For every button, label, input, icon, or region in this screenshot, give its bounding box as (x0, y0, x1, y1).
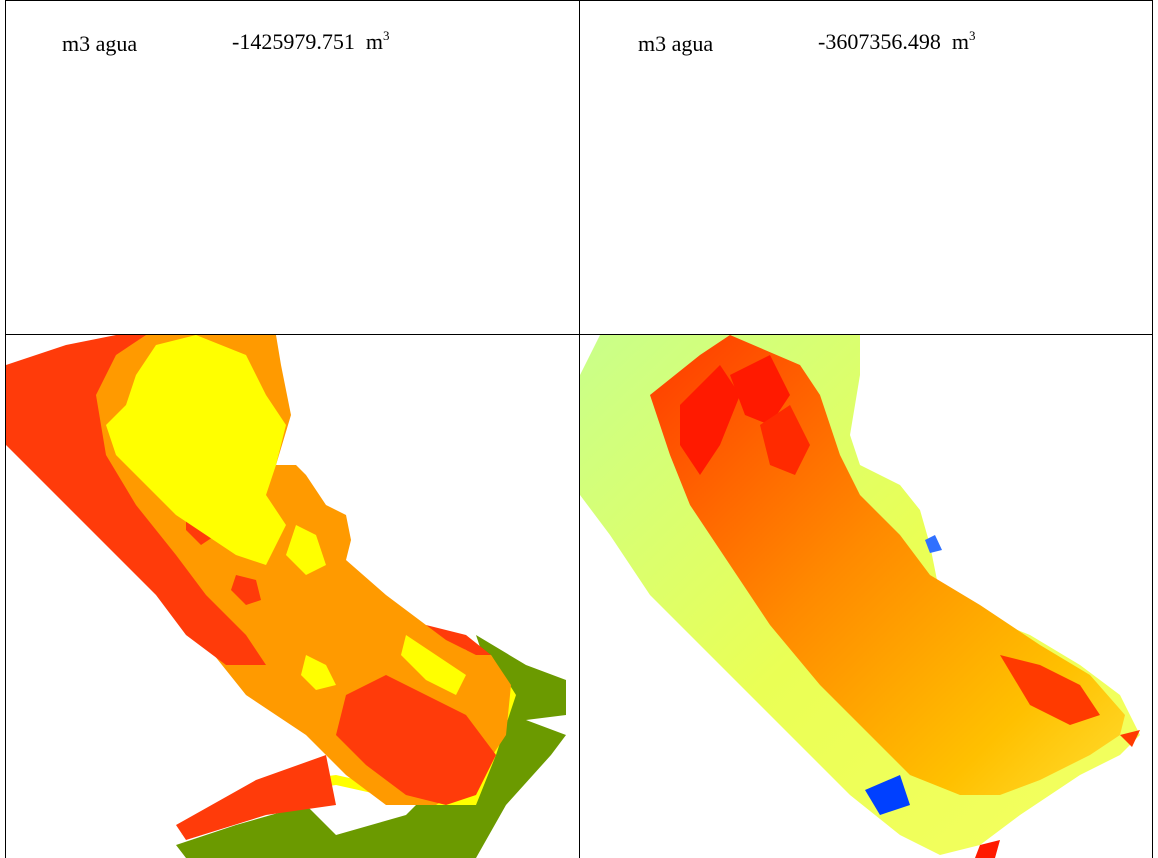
right-volume-unit: m (951, 29, 969, 54)
left-map-red-blotch-1 (336, 675, 496, 805)
right-map-red-right (1120, 730, 1140, 747)
right-volume-value-row: -3607356.498 m3 (818, 29, 975, 55)
left-volume-map (6, 335, 579, 858)
left-map-yellow-streaks-2 (301, 655, 336, 690)
right-map-red-streak-3 (760, 405, 810, 475)
right-volume-unit-exponent: 3 (968, 28, 976, 43)
right-map-blue-mark (925, 535, 942, 553)
right-volume-map (580, 335, 1152, 858)
left-map-yellow-streaks (401, 635, 466, 695)
right-map-red-streak-1 (680, 365, 740, 475)
table-middle-border (579, 0, 580, 858)
right-map-blue-patch (865, 775, 910, 815)
left-volume-label: m3 agua (62, 31, 138, 56)
right-map-red-streak-4 (1000, 655, 1100, 725)
right-map-red-tip (975, 840, 1000, 858)
left-volume-unit: m (365, 29, 383, 54)
left-map-red-fringe (426, 625, 491, 655)
left-volume-row: m3 agua (62, 31, 137, 57)
left-volume-value: -1425979.751 (232, 29, 355, 54)
left-map-yellow-core-2 (286, 525, 326, 575)
left-map-green-zone-bottom (176, 805, 336, 858)
right-volume-value: -3607356.498 (818, 29, 941, 54)
left-map-yellow-core (106, 335, 286, 565)
table-left-border (5, 0, 6, 858)
left-map-red-left (6, 335, 266, 665)
table-right-border (1152, 0, 1153, 858)
table-top-border (5, 0, 1153, 1)
left-volume-unit-exponent: 3 (382, 28, 390, 43)
right-volume-label: m3 agua (638, 31, 714, 56)
left-volume-value-row: -1425979.751 m3 (232, 29, 389, 55)
table-row-divider (5, 334, 1153, 335)
right-map-red-streak-2 (730, 355, 790, 425)
left-map-red-blotch-3 (231, 575, 261, 605)
right-volume-row: m3 agua (638, 31, 713, 57)
left-map-red-wedge (176, 755, 336, 840)
